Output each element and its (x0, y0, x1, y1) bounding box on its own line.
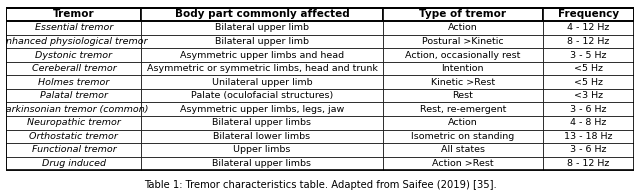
Text: Cereberall tremor: Cereberall tremor (31, 64, 116, 73)
Text: Dystonic tremor: Dystonic tremor (35, 51, 113, 59)
Text: Action: Action (448, 23, 477, 33)
Text: Palate (oculofacial structures): Palate (oculofacial structures) (191, 91, 333, 100)
FancyBboxPatch shape (141, 89, 383, 102)
Text: <5 Hz: <5 Hz (573, 78, 603, 87)
Text: Intention: Intention (442, 64, 484, 73)
FancyBboxPatch shape (383, 129, 543, 143)
FancyBboxPatch shape (383, 62, 543, 75)
FancyBboxPatch shape (141, 157, 383, 170)
Text: 8 - 12 Hz: 8 - 12 Hz (567, 37, 609, 46)
Text: Upper limbs: Upper limbs (234, 145, 291, 154)
FancyBboxPatch shape (141, 143, 383, 157)
FancyBboxPatch shape (383, 89, 543, 102)
Text: 3 - 6 Hz: 3 - 6 Hz (570, 105, 606, 114)
Text: <5 Hz: <5 Hz (573, 64, 603, 73)
Text: Action >Rest: Action >Rest (432, 159, 493, 168)
FancyBboxPatch shape (543, 75, 634, 89)
FancyBboxPatch shape (543, 116, 634, 129)
FancyBboxPatch shape (543, 129, 634, 143)
FancyBboxPatch shape (383, 102, 543, 116)
Text: Body part commonly affected: Body part commonly affected (175, 9, 349, 20)
FancyBboxPatch shape (141, 48, 383, 62)
Text: 4 - 8 Hz: 4 - 8 Hz (570, 118, 606, 127)
FancyBboxPatch shape (6, 75, 141, 89)
FancyBboxPatch shape (141, 75, 383, 89)
Text: Holmes tremor: Holmes tremor (38, 78, 109, 87)
FancyBboxPatch shape (141, 8, 383, 21)
FancyBboxPatch shape (543, 35, 634, 48)
Text: Rest: Rest (452, 91, 473, 100)
FancyBboxPatch shape (6, 157, 141, 170)
Text: Essential tremor: Essential tremor (35, 23, 113, 33)
Text: Rest, re-emergent: Rest, re-emergent (419, 105, 506, 114)
Text: Neuropathic tremor: Neuropathic tremor (27, 118, 121, 127)
Text: Tremor: Tremor (53, 9, 95, 20)
FancyBboxPatch shape (6, 62, 141, 75)
Text: Type of tremor: Type of tremor (419, 9, 506, 20)
Text: Action, occasionally rest: Action, occasionally rest (405, 51, 520, 59)
FancyBboxPatch shape (6, 143, 141, 157)
FancyBboxPatch shape (543, 48, 634, 62)
FancyBboxPatch shape (543, 62, 634, 75)
FancyBboxPatch shape (383, 48, 543, 62)
Text: Table 1: Tremor characteristics table. Adapted from Saifee (2019) [35].: Table 1: Tremor characteristics table. A… (143, 180, 497, 190)
FancyBboxPatch shape (383, 8, 543, 21)
FancyBboxPatch shape (6, 21, 141, 35)
FancyBboxPatch shape (383, 143, 543, 157)
Text: Bilateral upper limb: Bilateral upper limb (215, 37, 309, 46)
FancyBboxPatch shape (383, 21, 543, 35)
Text: <3 Hz: <3 Hz (573, 91, 603, 100)
Text: Parkinsonian tremor (common): Parkinsonian tremor (common) (0, 105, 148, 114)
Text: Orthostatic tremor: Orthostatic tremor (29, 132, 118, 141)
FancyBboxPatch shape (543, 102, 634, 116)
Text: Functional tremor: Functional tremor (31, 145, 116, 154)
FancyBboxPatch shape (6, 116, 141, 129)
FancyBboxPatch shape (6, 35, 141, 48)
Text: Postural >Kinetic: Postural >Kinetic (422, 37, 504, 46)
FancyBboxPatch shape (141, 116, 383, 129)
FancyBboxPatch shape (141, 62, 383, 75)
FancyBboxPatch shape (543, 8, 634, 21)
FancyBboxPatch shape (6, 102, 141, 116)
Text: Bilateral lower limbs: Bilateral lower limbs (213, 132, 310, 141)
FancyBboxPatch shape (6, 129, 141, 143)
Text: Frequency: Frequency (557, 9, 619, 20)
Text: Asymmetric upper limbs and head: Asymmetric upper limbs and head (180, 51, 344, 59)
Text: 4 - 12 Hz: 4 - 12 Hz (567, 23, 609, 33)
FancyBboxPatch shape (141, 35, 383, 48)
Text: 3 - 5 Hz: 3 - 5 Hz (570, 51, 606, 59)
FancyBboxPatch shape (141, 102, 383, 116)
FancyBboxPatch shape (141, 129, 383, 143)
Text: Drug induced: Drug induced (42, 159, 106, 168)
Text: Palatal tremor: Palatal tremor (40, 91, 108, 100)
Text: 3 - 6 Hz: 3 - 6 Hz (570, 145, 606, 154)
FancyBboxPatch shape (383, 75, 543, 89)
Text: Action: Action (448, 118, 477, 127)
FancyBboxPatch shape (6, 48, 141, 62)
FancyBboxPatch shape (543, 143, 634, 157)
FancyBboxPatch shape (383, 116, 543, 129)
Text: Bilateral upper limbs: Bilateral upper limbs (212, 118, 312, 127)
Text: Asymmetric or symmetric limbs, head and trunk: Asymmetric or symmetric limbs, head and … (147, 64, 378, 73)
Text: All states: All states (441, 145, 484, 154)
FancyBboxPatch shape (543, 89, 634, 102)
FancyBboxPatch shape (543, 157, 634, 170)
Text: Kinetic >Rest: Kinetic >Rest (431, 78, 495, 87)
Text: Bilateral upper limbs: Bilateral upper limbs (212, 159, 312, 168)
Text: 8 - 12 Hz: 8 - 12 Hz (567, 159, 609, 168)
FancyBboxPatch shape (6, 8, 141, 21)
Text: Enhanced physiological tremor: Enhanced physiological tremor (0, 37, 148, 46)
FancyBboxPatch shape (141, 21, 383, 35)
Text: Unilateral upper limb: Unilateral upper limb (212, 78, 312, 87)
FancyBboxPatch shape (543, 21, 634, 35)
Text: Isometric on standing: Isometric on standing (411, 132, 515, 141)
Text: Bilateral upper limb: Bilateral upper limb (215, 23, 309, 33)
Text: Asymmetric upper limbs, legs, jaw: Asymmetric upper limbs, legs, jaw (180, 105, 344, 114)
FancyBboxPatch shape (383, 35, 543, 48)
Text: 13 - 18 Hz: 13 - 18 Hz (564, 132, 612, 141)
FancyBboxPatch shape (6, 89, 141, 102)
FancyBboxPatch shape (383, 157, 543, 170)
